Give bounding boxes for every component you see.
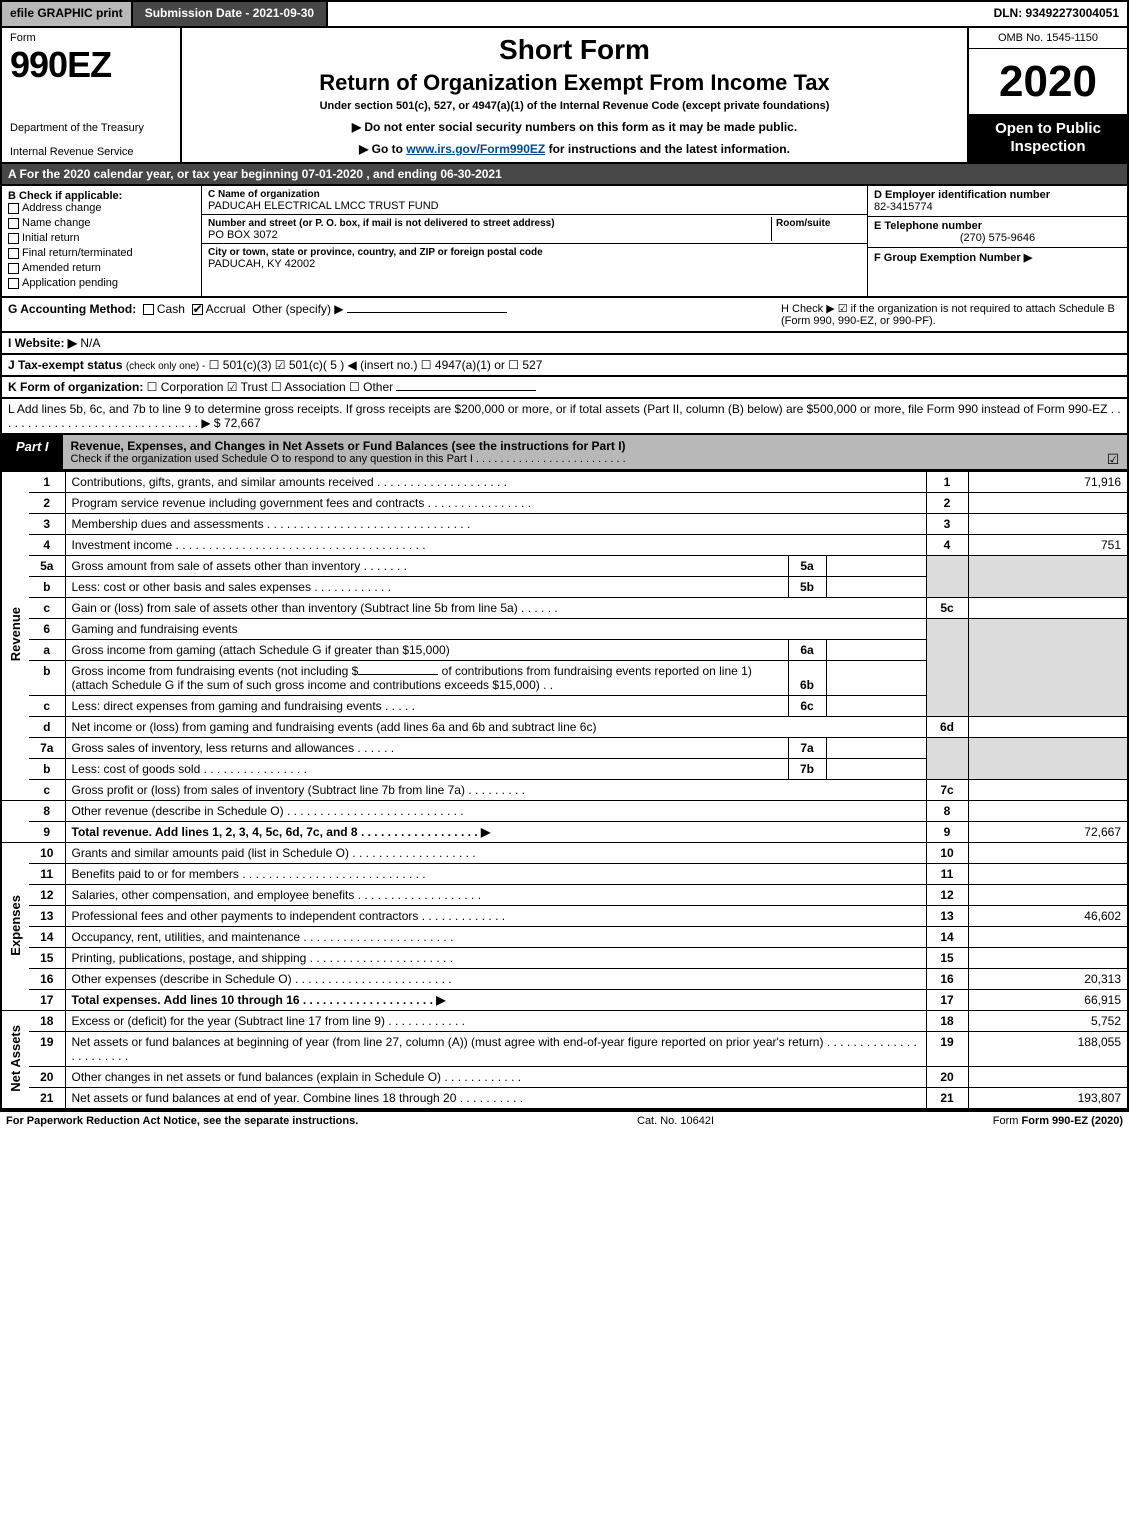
k-label: K Form of organization: [8, 380, 143, 394]
group-exemption-label: F Group Exemption Number ▶ [874, 252, 1032, 264]
short-form-title: Short Form [188, 34, 961, 66]
part1-tab: Part I [2, 435, 63, 469]
line-1-val: 71,916 [968, 472, 1128, 493]
cb-accrual[interactable] [192, 304, 203, 315]
omb-number: OMB No. 1545-1150 [969, 28, 1127, 49]
irs-label: Internal Revenue Service [10, 146, 172, 158]
section-c: C Name of organization PADUCAH ELECTRICA… [202, 186, 867, 296]
footer-right: Form Form 990-EZ (2020) [993, 1115, 1123, 1127]
revenue-side: Revenue [1, 472, 29, 801]
submission-date: Submission Date - 2021-09-30 [133, 2, 328, 26]
ein-value: 82-3415774 [874, 201, 933, 213]
room-label: Room/suite [776, 218, 830, 229]
row-l: L Add lines 5b, 6c, and 7b to line 9 to … [0, 399, 1129, 435]
tax-year: 2020 [969, 49, 1127, 114]
line-1-desc: Contributions, gifts, grants, and simila… [65, 472, 926, 493]
main-title: Return of Organization Exempt From Incom… [188, 70, 961, 96]
spacer [328, 2, 985, 26]
part1-header: Part I Revenue, Expenses, and Changes in… [0, 435, 1129, 471]
b-title: B Check if applicable: [8, 190, 195, 202]
goto-link[interactable]: www.irs.gov/Form990EZ [406, 142, 545, 156]
line-18-val: 5,752 [968, 1011, 1128, 1032]
org-name: PADUCAH ELECTRICAL LMCC TRUST FUND [208, 200, 439, 212]
j-options: ☐ 501(c)(3) ☑ 501(c)( 5 ) ◀ (insert no.)… [209, 358, 543, 372]
org-address: PO BOX 3072 [208, 229, 278, 241]
line-13-val: 46,602 [968, 906, 1128, 927]
cb-initial-return[interactable]: Initial return [8, 232, 195, 244]
tel-value: (270) 575-9646 [874, 232, 1121, 244]
cb-application-pending[interactable]: Application pending [8, 277, 195, 289]
part1-title: Revenue, Expenses, and Changes in Net As… [71, 439, 626, 453]
efile-label: efile GRAPHIC print [2, 2, 133, 26]
part1-check[interactable]: ☑ [1099, 435, 1127, 469]
footer-mid: Cat. No. 10642I [637, 1115, 714, 1127]
cb-amended-return[interactable]: Amended return [8, 262, 195, 274]
year-column: OMB No. 1545-1150 2020 Open to Public In… [967, 28, 1127, 162]
row-g-h: G Accounting Method: Cash Accrual Other … [0, 298, 1129, 333]
dept-label: Department of the Treasury [10, 122, 172, 134]
lines-table: Revenue 1 Contributions, gifts, grants, … [0, 471, 1129, 1110]
org-city: PADUCAH, KY 42002 [208, 258, 315, 270]
line-6b-desc: Gross income from fundraising events (no… [65, 661, 788, 696]
form-label: Form [10, 32, 172, 44]
under-section: Under section 501(c), 527, or 4947(a)(1)… [188, 100, 961, 112]
header-grid: Form 990EZ Department of the Treasury In… [0, 28, 1129, 164]
tel-label: E Telephone number [874, 220, 982, 232]
goto-line: ▶ Go to www.irs.gov/Form990EZ for instru… [188, 142, 961, 156]
row-i: I Website: ▶ N/A [0, 333, 1129, 355]
row-j: J Tax-exempt status (check only one) - ☐… [0, 355, 1129, 377]
form-number: 990EZ [10, 44, 172, 86]
section-b: B Check if applicable: Address change Na… [2, 186, 202, 296]
line-19-val: 188,055 [968, 1032, 1128, 1067]
j-sm: (check only one) - [126, 361, 205, 372]
cb-name-change[interactable]: Name change [8, 217, 195, 229]
netassets-side: Net Assets [1, 1011, 29, 1110]
row-k: K Form of organization: ☐ Corporation ☑ … [0, 377, 1129, 399]
accounting-method: G Accounting Method: Cash Accrual Other … [8, 302, 507, 327]
line-21-val: 193,807 [968, 1088, 1128, 1110]
section-def: D Employer identification number 82-3415… [867, 186, 1127, 296]
ein-label: D Employer identification number [874, 189, 1050, 201]
expenses-side: Expenses [1, 843, 29, 1011]
line-16-val: 20,313 [968, 969, 1128, 990]
footer: For Paperwork Reduction Act Notice, see … [0, 1110, 1129, 1130]
k-options: ☐ Corporation ☑ Trust ☐ Association ☐ Ot… [147, 380, 393, 394]
info-grid: B Check if applicable: Address change Na… [0, 186, 1129, 298]
goto-pre: ▶ Go to [359, 142, 406, 156]
c-name-label: C Name of organization [208, 189, 320, 200]
g-label: G Accounting Method: [8, 302, 136, 316]
ssn-warning: ▶ Do not enter social security numbers o… [188, 120, 961, 134]
j-label: J Tax-exempt status [8, 358, 123, 372]
cb-cash[interactable] [143, 304, 154, 315]
goto-post: for instructions and the latest informat… [545, 142, 790, 156]
line-17-val: 66,915 [968, 990, 1128, 1011]
i-label: I Website: ▶ [8, 336, 77, 350]
period-bar: A For the 2020 calendar year, or tax yea… [0, 164, 1129, 186]
part1-title-box: Revenue, Expenses, and Changes in Net As… [63, 435, 1099, 469]
c-addr-label: Number and street (or P. O. box, if mail… [208, 218, 555, 229]
line-4-val: 751 [968, 535, 1128, 556]
part1-sub: Check if the organization used Schedule … [71, 453, 1091, 465]
line-9-val: 72,667 [968, 822, 1128, 843]
title-column: Short Form Return of Organization Exempt… [182, 28, 967, 162]
c-city-label: City or town, state or province, country… [208, 247, 543, 258]
dln: DLN: 93492273004051 [986, 2, 1127, 26]
footer-left: For Paperwork Reduction Act Notice, see … [6, 1115, 358, 1127]
website-value: N/A [80, 336, 100, 350]
cb-final-return[interactable]: Final return/terminated [8, 247, 195, 259]
cb-address-change[interactable]: Address change [8, 202, 195, 214]
top-bar: efile GRAPHIC print Submission Date - 20… [0, 0, 1129, 28]
open-inspection: Open to Public Inspection [969, 114, 1127, 162]
form-column: Form 990EZ Department of the Treasury In… [2, 28, 182, 162]
h-check: H Check ▶ ☑ if the organization is not r… [781, 302, 1121, 327]
